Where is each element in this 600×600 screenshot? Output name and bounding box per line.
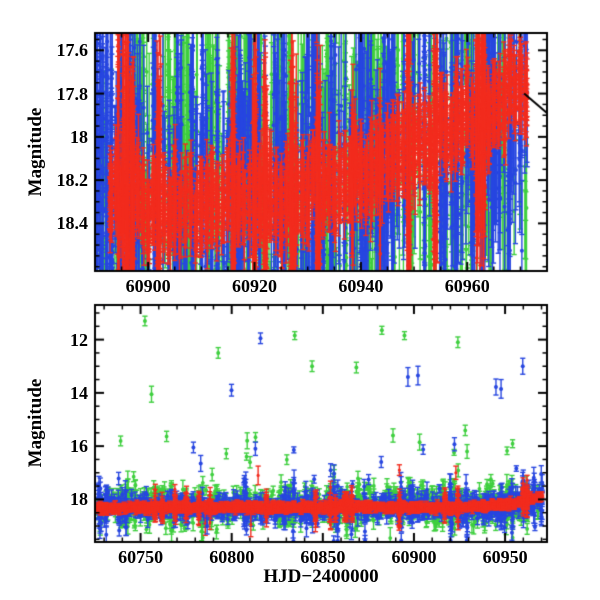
x-tick-label: 60900 (391, 547, 437, 567)
y-tick-label: 17.6 (56, 40, 89, 61)
x-tick-label: 60960 (444, 276, 490, 296)
y-tick-label: 12 (70, 329, 88, 350)
x-tick-label: 60920 (232, 276, 278, 296)
y-tick-label: 18.2 (56, 170, 89, 191)
top-panel-y-axis-label: Magnitude (25, 107, 46, 197)
x-tick-label: 60940 (338, 276, 384, 296)
bottom-panel-y-axis-label: Magnitude (25, 378, 46, 468)
x-tick-label: 60750 (118, 547, 164, 567)
x-axis-label: HJD−2400000 (263, 566, 379, 587)
y-tick-label: 18.4 (56, 213, 89, 234)
y-tick-label: 17.8 (56, 83, 89, 104)
y-tick-label: 14 (70, 382, 88, 403)
y-tick-label: 16 (70, 436, 88, 457)
x-tick-label: 60950 (482, 547, 528, 567)
y-tick-label: 18 (70, 126, 88, 147)
x-tick-label: 60900 (125, 276, 171, 296)
y-tick-label: 18 (70, 489, 88, 510)
x-tick-label: 60800 (209, 547, 255, 567)
x-tick-label: 60850 (300, 547, 346, 567)
